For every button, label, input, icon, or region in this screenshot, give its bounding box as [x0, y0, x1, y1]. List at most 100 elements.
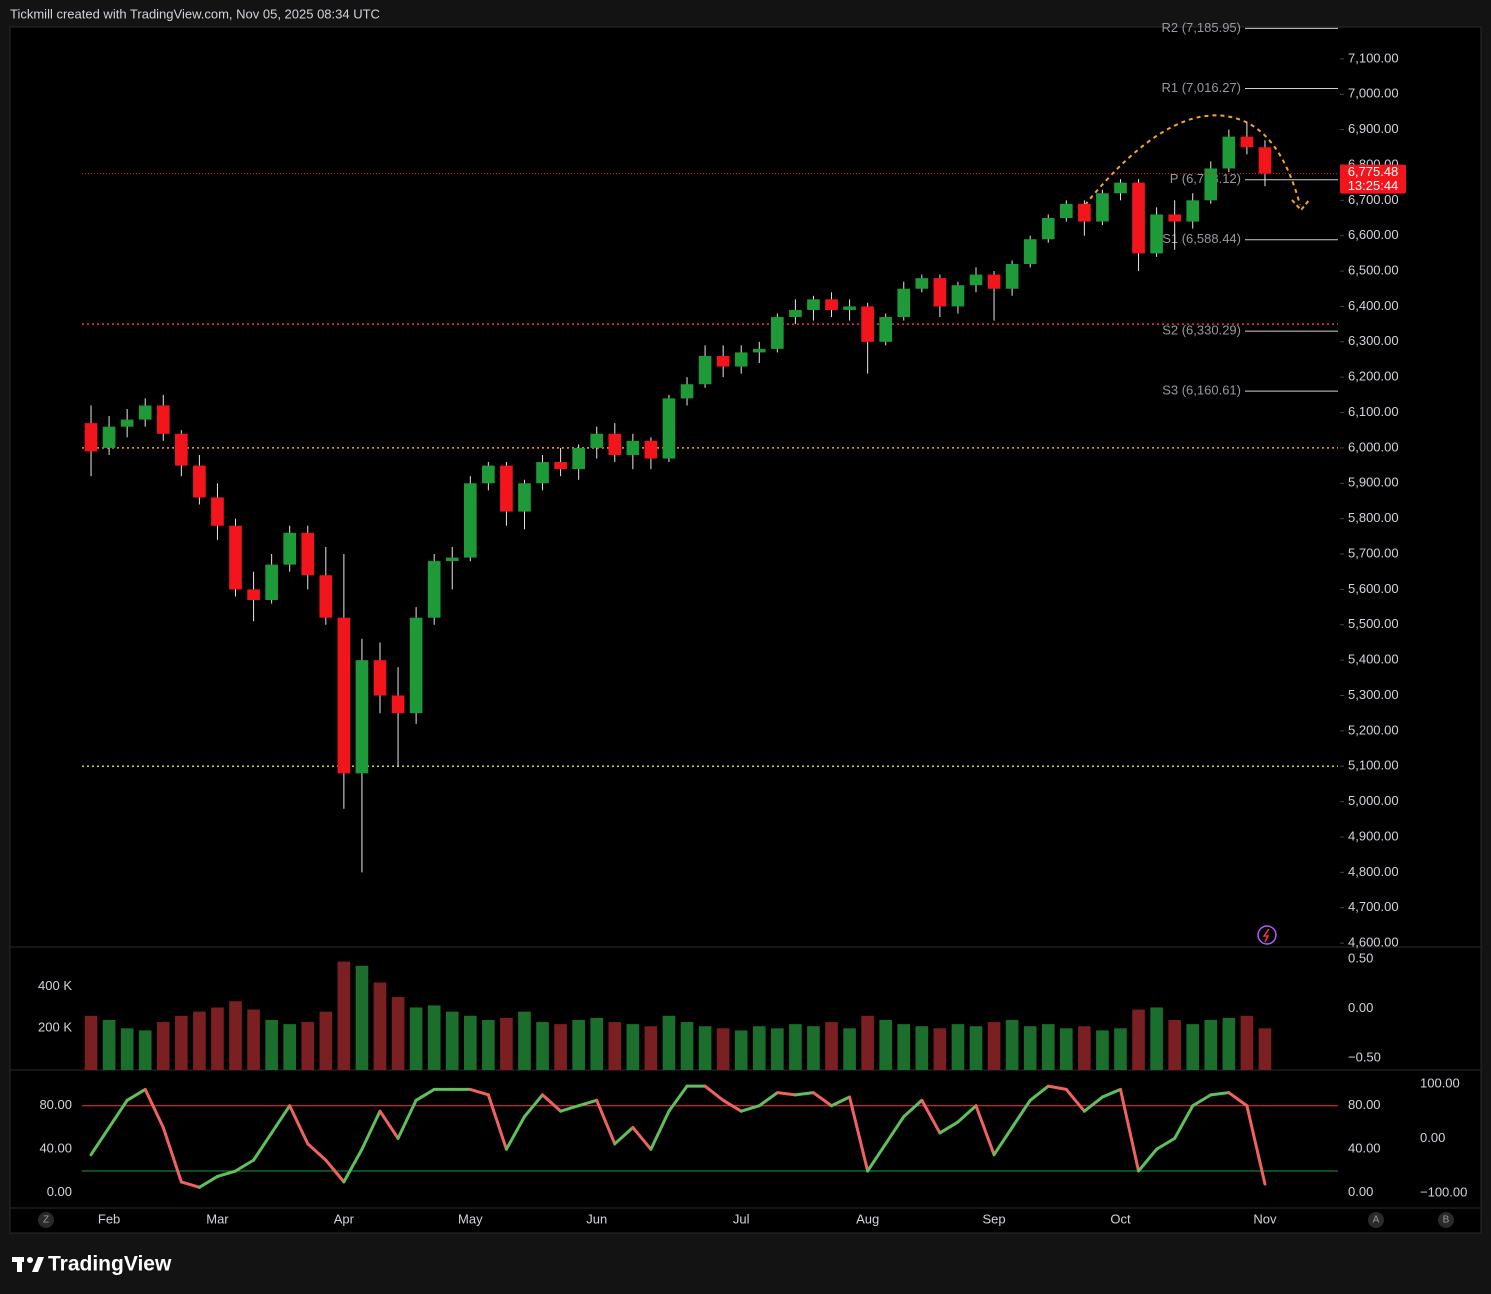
candle-body — [138, 405, 152, 420]
oscillator-segment — [342, 1147, 364, 1184]
volume-bar — [590, 1017, 604, 1070]
volume-bar — [933, 1028, 947, 1070]
volume-bar — [1186, 1024, 1200, 1070]
oscillator-segment — [1155, 1136, 1177, 1151]
oscillator-segment — [830, 1095, 852, 1108]
oscillator-segment — [920, 1098, 942, 1135]
pivot-label: S3 (6,160.61) — [1162, 383, 1241, 398]
y-tick-label: 40.00 — [1348, 1141, 1381, 1156]
control-label: B — [1443, 1215, 1450, 1226]
oscillator-segment — [1118, 1087, 1141, 1173]
oscillator-segment — [938, 1120, 960, 1135]
candle-body — [301, 532, 315, 576]
volume-bar — [879, 1019, 893, 1070]
candle-body — [716, 355, 730, 367]
volume-bar — [789, 1024, 802, 1070]
candle-body — [897, 288, 911, 318]
y-tick-label: 5,000.00 — [1348, 793, 1399, 808]
oscillator-segment — [631, 1125, 653, 1151]
volume-bar — [825, 1022, 838, 1070]
candle-body — [915, 278, 929, 289]
oscillator-segment — [360, 1109, 382, 1151]
volume-bar — [1240, 1015, 1254, 1070]
candle-body — [734, 352, 748, 367]
candle-body — [861, 306, 874, 342]
x-tick-label: Mar — [206, 1211, 229, 1226]
y-tick-label: 5,600.00 — [1348, 581, 1399, 596]
y2-tick-label: 0.00 — [1348, 1000, 1373, 1015]
candle-body — [1222, 136, 1236, 169]
volume-bar — [482, 1019, 495, 1070]
oscillator-segment — [775, 1091, 797, 1097]
volume-bar — [1150, 1007, 1163, 1070]
oscillator-segment — [559, 1104, 581, 1113]
oscillator-segment — [396, 1098, 418, 1140]
candle-body — [752, 348, 766, 353]
alert-icon[interactable] — [1257, 925, 1277, 945]
candle-body — [608, 433, 622, 455]
volume-bar — [734, 1030, 748, 1070]
volume-bar — [373, 982, 387, 1070]
volume-bar — [391, 997, 405, 1070]
oscillator-segment — [1100, 1087, 1122, 1099]
volume-bar — [301, 1022, 315, 1070]
y-tick-label: 6,100.00 — [1348, 404, 1399, 419]
volume-bar — [211, 1007, 224, 1070]
volume-bar — [337, 961, 351, 1070]
candle-body — [319, 575, 333, 618]
oscillator-segment — [486, 1093, 508, 1151]
volume-bar — [156, 1022, 170, 1070]
oscillator-segment — [89, 1125, 111, 1157]
y2-tick-label: −0.50 — [1348, 1050, 1381, 1065]
y-tick-label: 80.00 — [39, 1097, 72, 1112]
volume-bar — [716, 1028, 730, 1070]
oscillator-segment — [270, 1104, 292, 1135]
candle-body — [554, 462, 567, 470]
candle-body — [807, 299, 820, 310]
footer-brand: TradingView — [48, 1253, 172, 1276]
volume-bar — [915, 1026, 929, 1070]
x-tick-label: Aug — [856, 1211, 879, 1226]
controls: Z A B — [38, 1212, 1454, 1228]
control-label: Z — [43, 1215, 49, 1226]
volume-bar — [445, 1011, 459, 1070]
control-button[interactable] — [1438, 1212, 1454, 1228]
candle-body — [1132, 182, 1145, 254]
footer-logo: TradingView — [12, 1253, 172, 1276]
control-button[interactable] — [38, 1212, 54, 1228]
y-tick-label: 5,700.00 — [1348, 545, 1399, 560]
candle-body — [373, 660, 387, 696]
candle-body — [789, 309, 802, 318]
oscillator-segment — [739, 1104, 761, 1113]
y-tick-label: 6,400.00 — [1348, 298, 1399, 313]
y-tick-label: 6,600.00 — [1348, 227, 1399, 242]
candle-body — [211, 497, 224, 526]
oscillator-segment — [1137, 1147, 1159, 1173]
y-tick-label: 4,700.00 — [1348, 899, 1399, 914]
header: Tickmill created with TradingView.com, N… — [10, 6, 380, 21]
y-tick-label: 6,000.00 — [1348, 439, 1399, 454]
oscillator-segment — [902, 1098, 924, 1119]
oscillator-segment — [1064, 1087, 1086, 1113]
control-button[interactable] — [1368, 1212, 1384, 1228]
logo-shape — [32, 1257, 44, 1272]
candle-body — [102, 426, 116, 448]
oscillator-segment — [541, 1093, 563, 1113]
oscillator-segment — [234, 1158, 256, 1173]
volume-bar — [951, 1024, 965, 1070]
oscillator-segment — [613, 1125, 635, 1146]
candle-body — [482, 465, 495, 484]
pivot-label: R2 (7,185.95) — [1162, 20, 1242, 35]
candle-body — [1041, 218, 1055, 240]
oscillator-segment — [468, 1087, 490, 1097]
oscillator-segment — [125, 1087, 147, 1102]
oscillator-segment — [866, 1142, 888, 1173]
y-tick-label: 5,100.00 — [1348, 758, 1399, 773]
volume-bar — [698, 1026, 712, 1070]
oscillator-segment — [1191, 1093, 1213, 1108]
candle-body — [698, 355, 712, 385]
volume-bar — [1258, 1028, 1272, 1070]
y-tick-label: 4,900.00 — [1348, 828, 1399, 843]
volume-bar — [319, 1011, 333, 1070]
candle-body — [337, 617, 351, 774]
